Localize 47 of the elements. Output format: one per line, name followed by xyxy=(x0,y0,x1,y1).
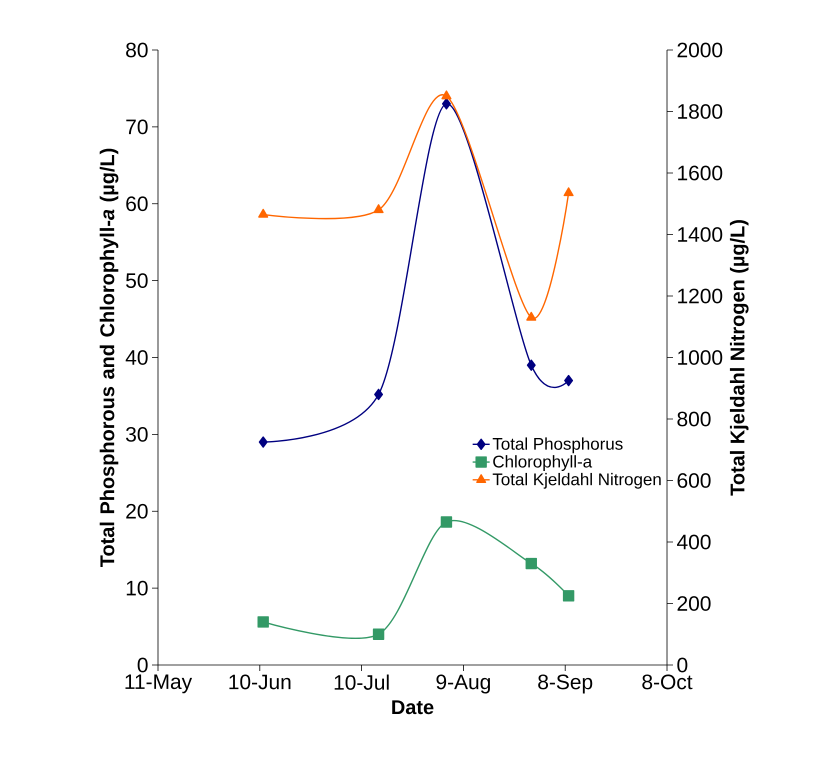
y-tick-label: 0 xyxy=(138,658,148,672)
y-tick-label: 80 xyxy=(126,42,148,58)
point xyxy=(258,436,268,448)
point xyxy=(564,374,574,386)
y2-tick-label: 200 xyxy=(678,596,711,611)
y-tick-label: 40 xyxy=(126,350,148,365)
y2-tick-label: 1400 xyxy=(678,227,722,242)
x-tick-label: 10-Jul xyxy=(334,674,389,690)
point xyxy=(442,98,451,110)
legend-label: Chlorophyll-a xyxy=(493,455,592,471)
point xyxy=(257,616,269,628)
point xyxy=(374,204,384,214)
y2-tick-label: 800 xyxy=(677,412,711,426)
point xyxy=(441,90,452,100)
point xyxy=(562,590,574,602)
point xyxy=(374,388,384,400)
x-tick-label: 8-Sep xyxy=(538,674,592,694)
y-tick-label: 50 xyxy=(126,273,148,288)
y2-axis-title: Total Kjeldahl Nitrogen (µg/L) xyxy=(730,220,749,496)
y2-tick-label: 1200 xyxy=(678,288,722,304)
point xyxy=(526,558,537,570)
x-axis-title: Date xyxy=(392,700,434,714)
y2-tick-label: 600 xyxy=(678,473,711,488)
y2-tick-label: 2000 xyxy=(678,42,722,58)
x-tick-label: 9-Aug xyxy=(436,674,490,694)
y2-tick-label: 0 xyxy=(677,658,688,672)
y2-tick-label: 1600 xyxy=(678,166,722,180)
y-tick-label: 60 xyxy=(126,196,148,212)
point xyxy=(526,359,536,371)
x-tick-label: 11-May xyxy=(125,674,192,694)
legend-label: Total Phosphorus xyxy=(492,437,623,454)
point xyxy=(564,187,574,196)
point xyxy=(258,208,268,218)
point xyxy=(372,628,384,640)
y-tick-label: 20 xyxy=(126,504,148,519)
y-tick-label: 30 xyxy=(126,426,148,442)
point xyxy=(526,312,536,321)
y-tick-label: 10 xyxy=(126,580,148,596)
y2-tick-label: 1000 xyxy=(678,350,722,365)
y2-tick-label: 1800 xyxy=(678,104,722,119)
x-tick-label: 8-Oct xyxy=(642,674,692,690)
y2-tick-label: 400 xyxy=(677,534,711,550)
point xyxy=(440,516,452,528)
legend-label: Total Kjeldahl Nitrogen xyxy=(492,472,661,489)
y-tick-label: 70 xyxy=(126,119,148,134)
y-axis-title: Total Phosphorous and Chlorophyll-a (µg/L) xyxy=(100,148,118,568)
x-tick-label: 10-Jun xyxy=(229,674,290,690)
